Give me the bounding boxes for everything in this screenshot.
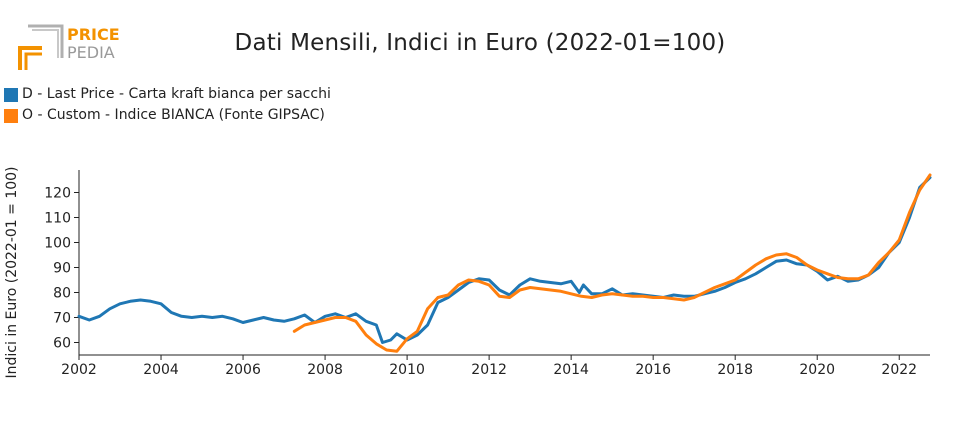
x-tick-label: 2022 (881, 362, 917, 378)
legend-item-series-o[interactable]: O - Custom - Indice BIANCA (Fonte GIPSAC… (4, 105, 331, 126)
legend-label-series-d: D - Last Price - Carta kraft bianca per … (22, 86, 331, 102)
series-line-d (77, 176, 932, 344)
pricepedia-logo: PRICE PEDIA (18, 22, 128, 72)
pricepedia-logo-mark: PRICE PEDIA (18, 24, 120, 70)
x-tick-label: 2016 (635, 362, 671, 378)
x-tick-label: 2012 (471, 362, 507, 378)
y-tick-label: 120 (44, 186, 71, 202)
series-line-o (292, 173, 932, 353)
x-tick-label: 2020 (799, 362, 835, 378)
legend-swatch-series-o (4, 108, 18, 123)
logo-text-price: PRICE (67, 25, 120, 44)
x-tick-label: 2002 (61, 362, 97, 378)
x-tick-label: 2004 (143, 362, 179, 378)
x-tick-label: 2010 (389, 362, 425, 378)
x-tick-label: 2014 (553, 362, 589, 378)
y-tick-label: 110 (44, 211, 71, 227)
legend-swatch-series-d (4, 87, 18, 102)
y-axis-title: Indici in Euro (2022-01 = 100) (4, 167, 20, 379)
legend-item-series-d[interactable]: D - Last Price - Carta kraft bianca per … (4, 84, 331, 105)
x-tick-label: 2008 (307, 362, 343, 378)
x-tick-label: 2018 (717, 362, 753, 378)
y-tick-label: 80 (53, 286, 71, 302)
legend: D - Last Price - Carta kraft bianca per … (4, 84, 331, 126)
legend-label-series-o: O - Custom - Indice BIANCA (Fonte GIPSAC… (22, 107, 325, 123)
y-tick-label: 100 (44, 236, 71, 252)
y-tick-label: 90 (53, 261, 71, 277)
y-tick-label: 70 (53, 311, 71, 327)
chart-title: Dati Mensili, Indici in Euro (2022-01=10… (234, 30, 726, 56)
logo-text-pedia: PEDIA (67, 43, 115, 62)
x-tick-label: 2006 (225, 362, 261, 378)
y-tick-label: 60 (53, 336, 71, 352)
